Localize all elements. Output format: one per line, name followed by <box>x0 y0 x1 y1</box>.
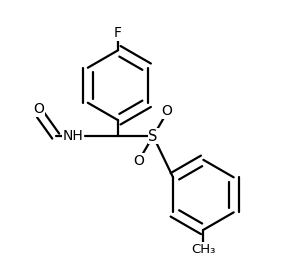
Text: O: O <box>162 104 173 118</box>
Text: NH: NH <box>62 129 83 143</box>
Text: O: O <box>134 154 145 168</box>
Text: CH₃: CH₃ <box>191 243 215 256</box>
Text: S: S <box>148 129 158 144</box>
Text: O: O <box>33 102 44 116</box>
Text: F: F <box>114 26 122 40</box>
